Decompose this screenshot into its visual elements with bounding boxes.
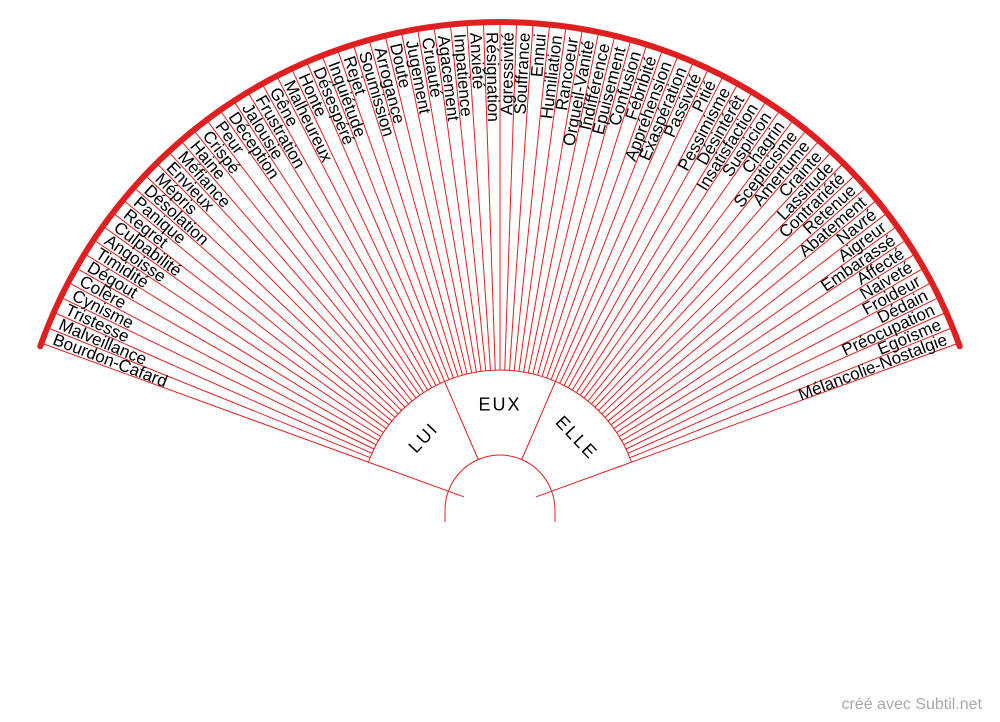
emotion-label: Agressivité <box>497 32 517 115</box>
spoke-line <box>133 186 396 418</box>
center-labels: LUI EUX ELLE <box>404 395 602 464</box>
spokes <box>41 22 959 463</box>
credit-text: créé avec Subtil.net <box>841 696 982 713</box>
spoke-line <box>206 119 417 399</box>
spoke-line <box>144 174 399 415</box>
spoke-line <box>400 31 473 373</box>
spoke-line <box>219 109 421 396</box>
spoke-line <box>122 199 393 422</box>
emotion-label: Souffrance <box>511 32 534 115</box>
spoke-line <box>621 267 925 442</box>
spoke-line <box>537 39 632 376</box>
spoke-line <box>532 35 616 375</box>
section-divider <box>368 461 464 498</box>
spoke-line <box>291 68 441 384</box>
spoke-line <box>60 296 375 450</box>
spoke-line <box>541 44 648 377</box>
spoke-line <box>193 129 413 402</box>
spoke-line <box>337 49 454 379</box>
spoke-line <box>417 28 477 373</box>
spoke-line <box>598 162 844 411</box>
section-divider <box>536 461 632 498</box>
spoke-line <box>567 83 739 388</box>
spoke-line <box>449 24 487 371</box>
spoke-line <box>518 26 567 372</box>
spoke-line <box>384 35 468 375</box>
spoke-line <box>41 342 369 463</box>
spoke-line <box>563 75 724 386</box>
spoke-line <box>47 327 371 459</box>
spoke-line <box>610 212 888 426</box>
spoke-line <box>523 28 583 373</box>
spoke-line <box>591 140 820 405</box>
spoke-line <box>607 199 878 422</box>
spoke-line <box>618 253 916 437</box>
spoke-line <box>625 296 940 450</box>
spoke-line <box>261 83 433 388</box>
center-section-label: LUI <box>404 418 442 456</box>
spoke-line <box>616 239 907 433</box>
spoke-line <box>276 75 437 386</box>
spoke-line <box>102 225 387 429</box>
spoke-line <box>180 140 409 405</box>
emotion-label: Anxiété <box>466 32 488 90</box>
spoke-line <box>604 186 867 418</box>
spoke-line <box>306 61 446 382</box>
spoke-line <box>352 44 459 377</box>
spoke-line <box>53 311 373 454</box>
center-dividers <box>368 381 632 522</box>
spoke-line <box>68 282 377 446</box>
inner-arc <box>367 369 633 463</box>
spoke-line <box>508 23 534 371</box>
spoke-line <box>631 342 959 463</box>
spoke-line <box>579 109 781 396</box>
spoke-line <box>527 31 600 373</box>
spoke-line <box>482 22 496 371</box>
spoke-line <box>587 129 807 402</box>
center-section-label: ELLE <box>552 412 602 464</box>
spoke-line <box>433 26 482 372</box>
spoke-line <box>627 311 947 454</box>
spoke-line <box>550 55 679 380</box>
spoke-line <box>112 212 390 426</box>
spoke-line <box>571 91 753 391</box>
spoke-line <box>575 100 767 393</box>
spoke-line <box>629 327 953 459</box>
section-divider <box>521 381 556 460</box>
section-divider <box>444 381 479 460</box>
spoke-line <box>594 151 832 408</box>
spoke-line <box>613 225 898 429</box>
spoke-line <box>75 267 379 442</box>
spoke-line <box>168 151 406 408</box>
spoke-line <box>601 174 856 415</box>
spoke-line <box>84 253 382 437</box>
center-section-label: EUX <box>478 395 521 415</box>
spoke-line <box>247 91 429 391</box>
spoke-line <box>321 55 450 380</box>
spoke-line <box>504 22 518 371</box>
spoke-line <box>559 68 709 384</box>
spoke-line <box>546 49 663 379</box>
spoke-line <box>583 119 794 399</box>
outer-arc <box>37 19 963 350</box>
spoke-line <box>623 282 932 446</box>
emotion-label: Ennui <box>527 33 550 78</box>
spoke-line <box>466 23 492 371</box>
hub-arc <box>444 454 556 511</box>
spoke-line <box>93 239 384 433</box>
spoke-line <box>233 100 425 393</box>
spoke-line <box>513 24 551 371</box>
spoke-line <box>554 61 694 382</box>
emotion-label: Résignation <box>482 32 503 122</box>
spoke-line <box>368 39 463 376</box>
spoke-line <box>156 162 402 411</box>
